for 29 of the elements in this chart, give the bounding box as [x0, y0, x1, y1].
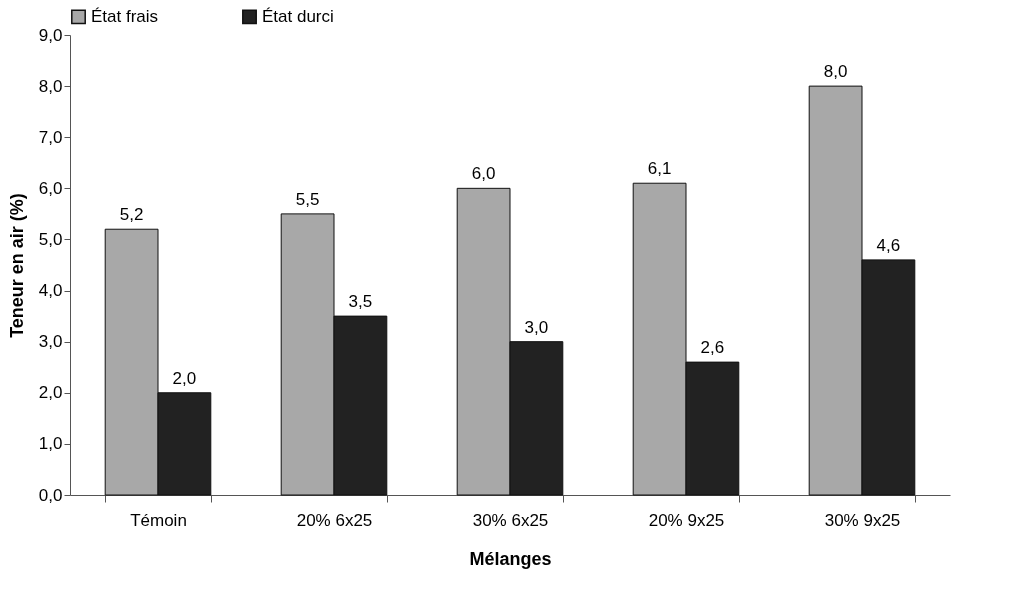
legend-label: État durci	[262, 6, 334, 26]
y-tick-label: 4,0	[38, 281, 63, 301]
y-tick-label: 3,0	[38, 332, 63, 352]
data-label: 3,5	[348, 292, 373, 312]
y-tick-label: 5,0	[38, 229, 63, 249]
y-tick-label: 8,0	[38, 76, 63, 96]
x-axis-title: Mélanges	[469, 548, 552, 569]
y-tick-label: 1,0	[38, 434, 63, 454]
y-axis-title: Teneur en air (%)	[6, 193, 27, 338]
y-tick-label: 7,0	[38, 127, 63, 147]
x-tick-label: 30% 6x25	[472, 510, 549, 530]
data-label: 2,6	[700, 338, 725, 358]
data-label: 3,0	[524, 317, 549, 337]
data-label: 8,0	[823, 62, 848, 82]
data-label: 2,0	[172, 368, 197, 388]
x-tick-label: 30% 9x25	[824, 510, 901, 530]
y-tick-label: 2,0	[38, 383, 63, 403]
data-label: 4,6	[876, 235, 901, 255]
x-tick-label: 20% 9x25	[648, 510, 725, 530]
legend-label: État frais	[91, 6, 159, 26]
y-tick-label: 0,0	[38, 485, 63, 505]
x-tick-label: Témoin	[130, 510, 187, 530]
y-tick-label: 6,0	[38, 178, 63, 198]
x-tick-label: 20% 6x25	[296, 510, 373, 530]
data-label: 6,1	[647, 159, 672, 179]
y-tick-label: 9,0	[38, 25, 63, 45]
data-label: 5,5	[295, 189, 320, 209]
data-label: 6,0	[471, 164, 496, 184]
data-label: 5,2	[119, 205, 144, 225]
